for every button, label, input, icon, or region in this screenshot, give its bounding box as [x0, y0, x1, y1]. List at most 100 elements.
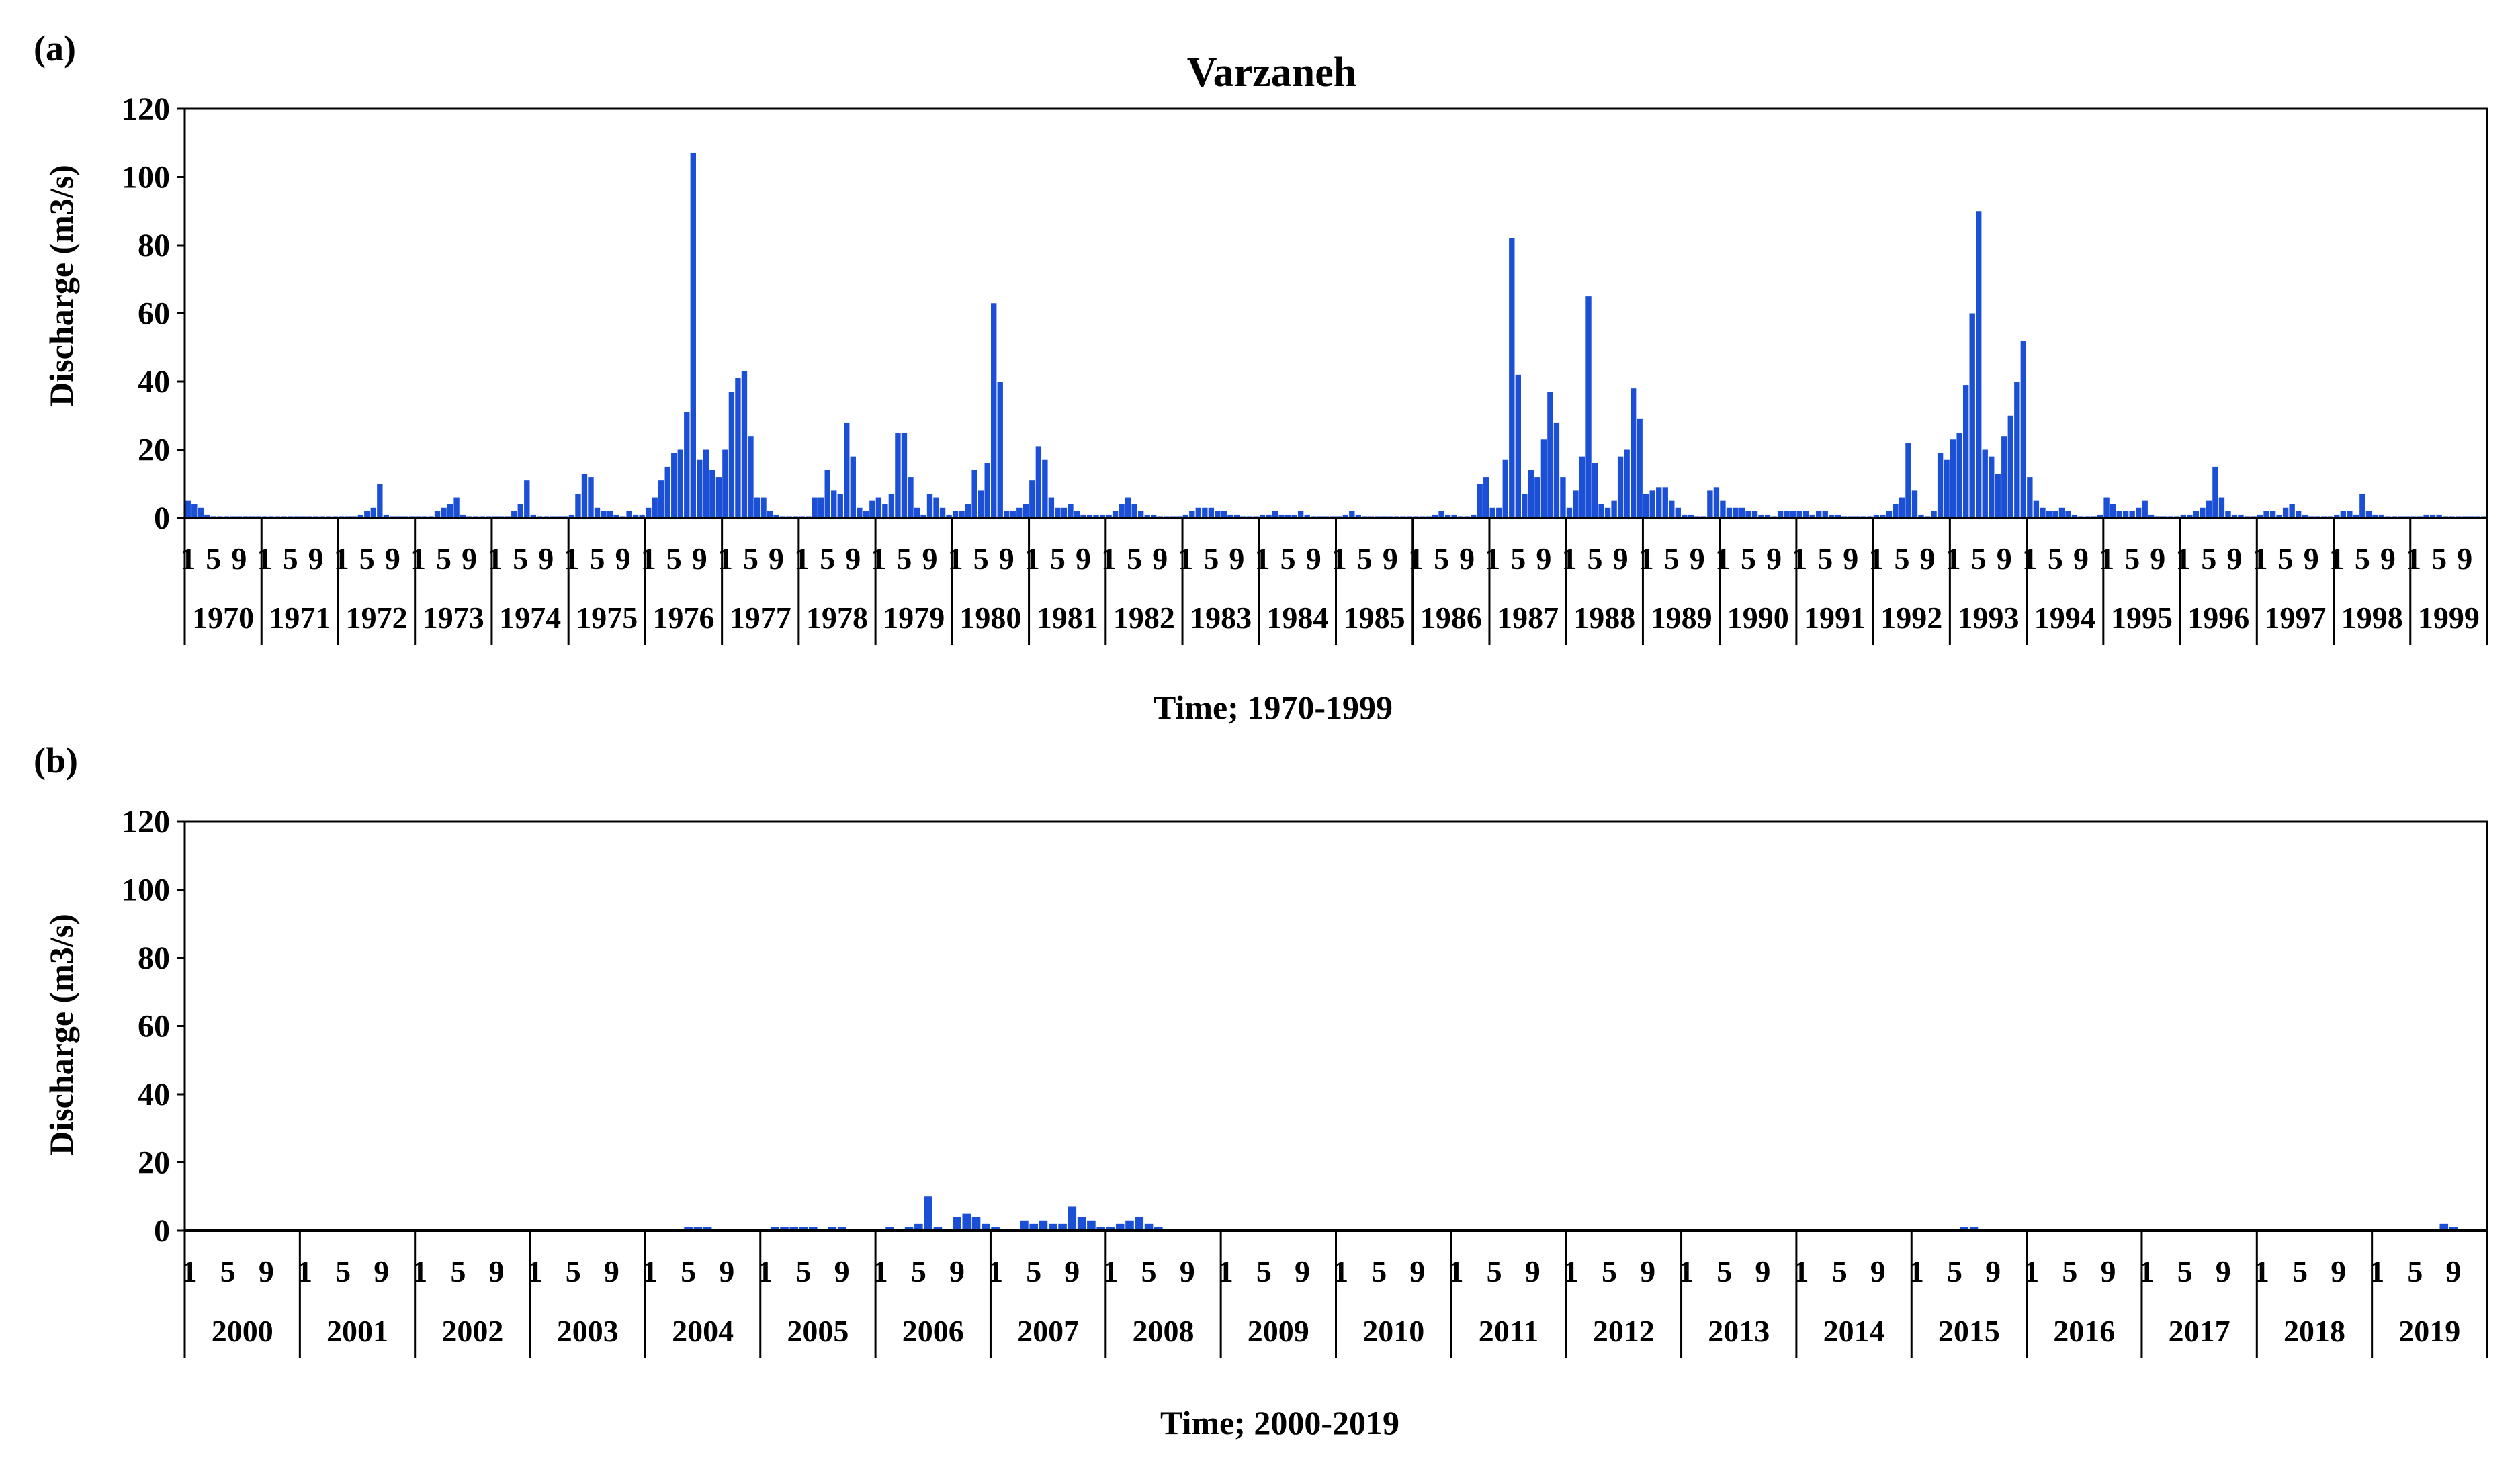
month-tick-label: 5 [2177, 1254, 2193, 1288]
bar-1998-m6 [2365, 511, 2372, 518]
bar-2007-m10 [1077, 1217, 1086, 1231]
year-label-1993: 1993 [1958, 601, 2019, 635]
month-tick-label: 1 [1333, 1254, 1348, 1288]
bar-2007-m5 [1029, 1223, 1038, 1231]
month-tick-label: 5 [359, 541, 375, 576]
month-tick-label: 5 [2124, 541, 2140, 576]
bar-1990-m8 [1764, 514, 1771, 518]
panel-a-chart: (a) Varzaneh Time; 1970-1999 Discharge (… [34, 28, 2488, 726]
bar-1980-m12 [1023, 504, 1029, 518]
month-tick-label: 1 [642, 1254, 658, 1288]
bar-1990-m12 [1790, 511, 1796, 518]
bar-1988-m11 [1630, 388, 1637, 518]
month-tick-label: 9 [231, 541, 247, 576]
bar-1996-m7 [2218, 497, 2225, 518]
year-label-1995: 1995 [2111, 601, 2173, 635]
bar-1972-m6 [370, 507, 377, 518]
bar-1995-m5 [2129, 511, 2135, 518]
bar-1978-m7 [837, 494, 843, 518]
bar-1998-m3 [2347, 511, 2353, 518]
bar-1979-m3 [888, 494, 895, 518]
month-tick-label: 9 [374, 1254, 389, 1288]
bar-1981-m9 [1080, 514, 1086, 518]
bar-1977-m4 [741, 371, 748, 518]
bar-1986-m12 [1483, 477, 1489, 518]
month-tick-label: 1 [334, 541, 349, 576]
bar-1990-m11 [1784, 511, 1790, 518]
month-tick-label: 9 [2457, 541, 2472, 576]
bar-2006-m6 [924, 1196, 932, 1231]
bar-1978-m8 [844, 422, 850, 518]
month-tick-label: 5 [1602, 1254, 1617, 1288]
bar-1987-m7 [1528, 470, 1534, 518]
bar-1993-m3 [1962, 385, 1969, 518]
bar-1977-m9 [773, 514, 779, 518]
bar-1982-m8 [1151, 514, 1157, 518]
bar-1980-m4 [971, 470, 977, 518]
year-label-1982: 1982 [1113, 601, 1175, 635]
bar-2008-m6 [1154, 1227, 1163, 1231]
bar-1972-m8 [383, 514, 390, 518]
bar-2006-m5 [914, 1223, 923, 1231]
year-label-2000: 2000 [212, 1314, 273, 1348]
year-label-1996: 1996 [2187, 601, 2249, 635]
bar-1986-m11 [1477, 484, 1483, 518]
bar-1991-m3 [1809, 514, 1815, 518]
bar-1976-m10 [703, 449, 709, 518]
bar-1987-m4 [1509, 238, 1515, 518]
month-tick-label: 5 [2048, 541, 2063, 576]
bar-1984-m2 [1266, 514, 1272, 518]
bar-1996-m6 [2212, 466, 2218, 519]
year-label-2014: 2014 [1823, 1314, 1885, 1348]
bar-1994-m8 [2071, 514, 2078, 518]
bar-1990-m10 [1777, 511, 1784, 518]
bar-1979-m5 [901, 433, 908, 519]
month-tick-label: 1 [2139, 1254, 2155, 1288]
year-label-1985: 1985 [1344, 601, 1405, 635]
bar-1990-m1 [1720, 500, 1726, 519]
bar-1972-m5 [364, 511, 370, 518]
bar-1992-m2 [1880, 514, 1886, 518]
bar-1997-m3 [2269, 511, 2276, 518]
bar-1979-m11 [939, 507, 946, 518]
bar-1984-m6 [1291, 514, 1297, 518]
bar-1990-m4 [1739, 507, 1745, 518]
month-tick-label: 1 [1485, 541, 1500, 576]
year-label-2009: 2009 [1248, 1314, 1309, 1348]
year-label-2003: 2003 [557, 1314, 619, 1348]
month-tick-label: 5 [796, 1254, 812, 1288]
month-tick-label: 1 [1946, 541, 1961, 576]
bar-2019-m8 [2439, 1223, 2449, 1231]
y-tick-label: 80 [138, 228, 170, 263]
bar-1979-m6 [908, 477, 914, 518]
panel-b-chart: (b) Time; 2000-2019 Discharge (m3/s) 0 20… [34, 740, 2488, 1442]
bar-1995-m8 [2148, 514, 2155, 518]
y-tick-label: 40 [138, 1077, 170, 1112]
year-label-1978: 1978 [806, 601, 868, 635]
bar-1994-m3 [2040, 507, 2046, 518]
bar-1974-m7 [530, 514, 536, 518]
month-tick-label: 5 [1487, 1254, 1502, 1288]
month-tick-label: 5 [590, 541, 605, 576]
year-label-1992: 1992 [1880, 601, 1942, 635]
bar-1994-m4 [2046, 511, 2052, 518]
bar-1994-m7 [2065, 511, 2071, 518]
month-tick-label: 5 [1588, 541, 1603, 576]
bar-2015-m6 [1960, 1227, 1969, 1231]
bar-1988-m4 [1585, 296, 1592, 519]
bar-1995-m7 [2142, 500, 2148, 519]
month-tick-label: 5 [1141, 1254, 1157, 1288]
bar-1975-m8 [613, 514, 619, 518]
bar-1992-m10 [1931, 511, 1937, 518]
bar-1988-m2 [1573, 490, 1579, 518]
bar-1996-m5 [2206, 500, 2212, 519]
bar-1987-m8 [1534, 477, 1540, 518]
bar-1982-m2 [1112, 511, 1119, 518]
bar-1991-m7 [1835, 514, 1841, 518]
bar-1984-m1 [1259, 514, 1266, 518]
month-tick-label: 9 [1985, 1254, 2001, 1288]
bar-2007-m4 [1020, 1220, 1029, 1231]
bar-1973-m4 [434, 511, 441, 518]
bar-1990-m6 [1751, 511, 1758, 518]
bar-1975-m2 [575, 494, 581, 518]
